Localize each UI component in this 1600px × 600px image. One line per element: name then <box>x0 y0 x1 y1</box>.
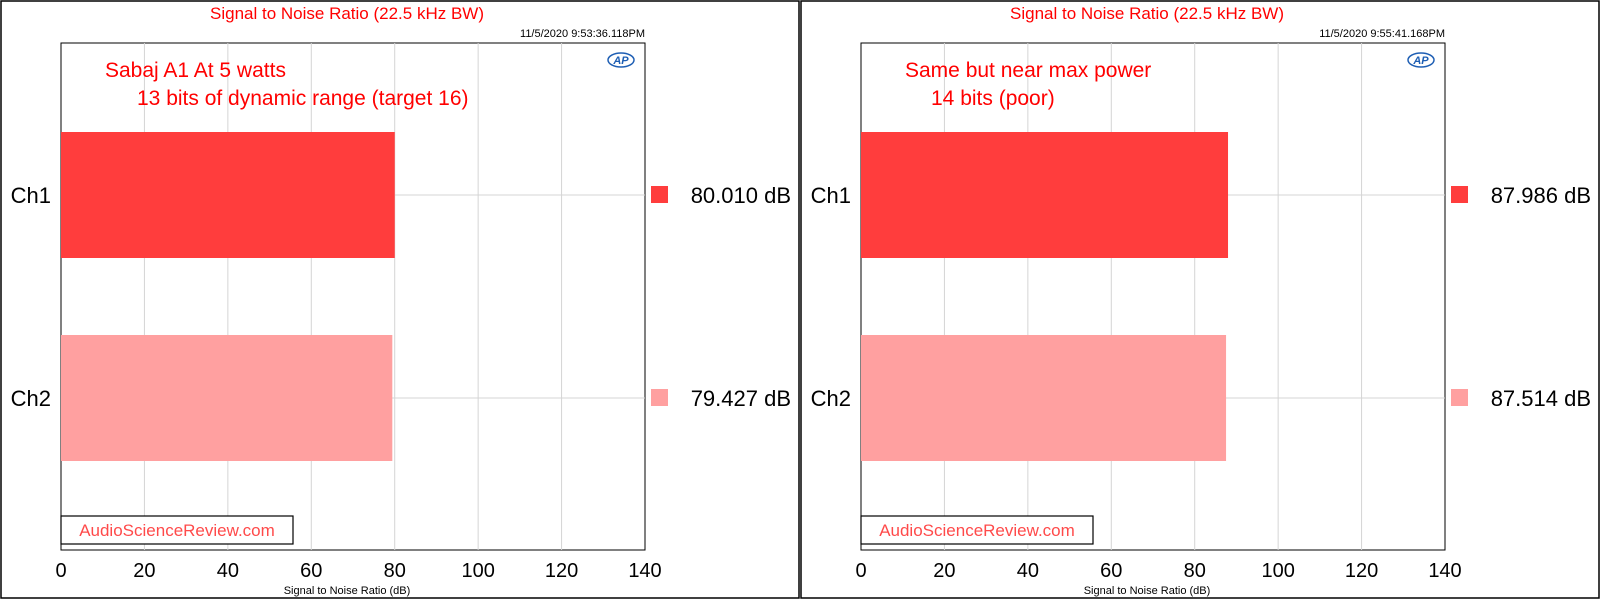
annotation-line-2: 13 bits of dynamic range (target 16) <box>137 87 469 110</box>
legend-swatch <box>1451 186 1468 203</box>
x-tick-label: 120 <box>1345 560 1378 582</box>
timestamp: 11/5/2020 9:53:36.118PM <box>520 28 645 40</box>
bar-ch2 <box>861 335 1227 461</box>
x-tick-label: 100 <box>461 560 494 582</box>
ap-logo-text: AP <box>612 55 629 67</box>
x-tick-label: 120 <box>545 560 578 582</box>
value-label: 87.514 dB <box>1491 386 1591 411</box>
category-label: Ch1 <box>811 183 851 208</box>
x-tick-label: 80 <box>1184 560 1206 582</box>
x-tick-label: 60 <box>1100 560 1122 582</box>
x-tick-label: 20 <box>933 560 955 582</box>
value-label: 79.427 dB <box>691 386 791 411</box>
category-label: Ch2 <box>11 386 51 411</box>
x-axis-label: Signal to Noise Ratio (dB) <box>1084 585 1211 597</box>
x-tick-label: 100 <box>1261 560 1294 582</box>
x-tick-label: 0 <box>855 560 866 582</box>
category-label: Ch2 <box>811 386 851 411</box>
x-tick-label: 140 <box>628 560 661 582</box>
watermark-box <box>860 515 1094 545</box>
x-tick-label: 0 <box>55 560 66 582</box>
watermark-box <box>60 515 294 545</box>
x-tick-label: 60 <box>300 560 322 582</box>
legend-swatch <box>651 389 668 406</box>
timestamp: 11/5/2020 9:55:41.168PM <box>1319 28 1445 40</box>
plot-area <box>860 42 1446 551</box>
chart-panel-2: Signal to Noise Ratio (22.5 kHz BW) 11/5/… <box>800 0 1600 599</box>
legend-swatch <box>1451 389 1468 406</box>
bar-ch2 <box>61 335 393 461</box>
value-label: 87.986 dB <box>1491 183 1591 208</box>
bar-ch1 <box>61 132 395 258</box>
legend-swatch <box>651 186 668 203</box>
x-axis-label: Signal to Noise Ratio (dB) <box>284 585 411 597</box>
annotation-line-1: Same but near max power <box>905 59 1151 82</box>
bar-ch1 <box>861 132 1229 258</box>
x-tick-label: 20 <box>133 560 155 582</box>
chart-title: Signal to Noise Ratio (22.5 kHz BW) <box>210 4 484 23</box>
plot-area <box>60 42 646 551</box>
annotation-line-1: Sabaj A1 At 5 watts <box>105 59 286 82</box>
watermark-text: AudioScienceReview.com <box>79 521 275 540</box>
x-tick-label: 80 <box>384 560 406 582</box>
ap-logo-icon <box>1407 52 1435 68</box>
ap-logo-icon <box>607 52 635 68</box>
x-tick-label: 40 <box>217 560 239 582</box>
ap-logo-text: AP <box>1412 55 1429 67</box>
chart-title: Signal to Noise Ratio (22.5 kHz BW) <box>1010 4 1284 23</box>
watermark-text: AudioScienceReview.com <box>879 521 1075 540</box>
x-tick-label: 140 <box>1428 560 1461 582</box>
value-label: 80.010 dB <box>691 183 791 208</box>
category-label: Ch1 <box>11 183 51 208</box>
x-tick-label: 40 <box>1017 560 1039 582</box>
chart-panel-1: Signal to Noise Ratio (22.5 kHz BW) 11/5/… <box>0 0 800 599</box>
annotation-line-2: 14 bits (poor) <box>931 87 1055 110</box>
